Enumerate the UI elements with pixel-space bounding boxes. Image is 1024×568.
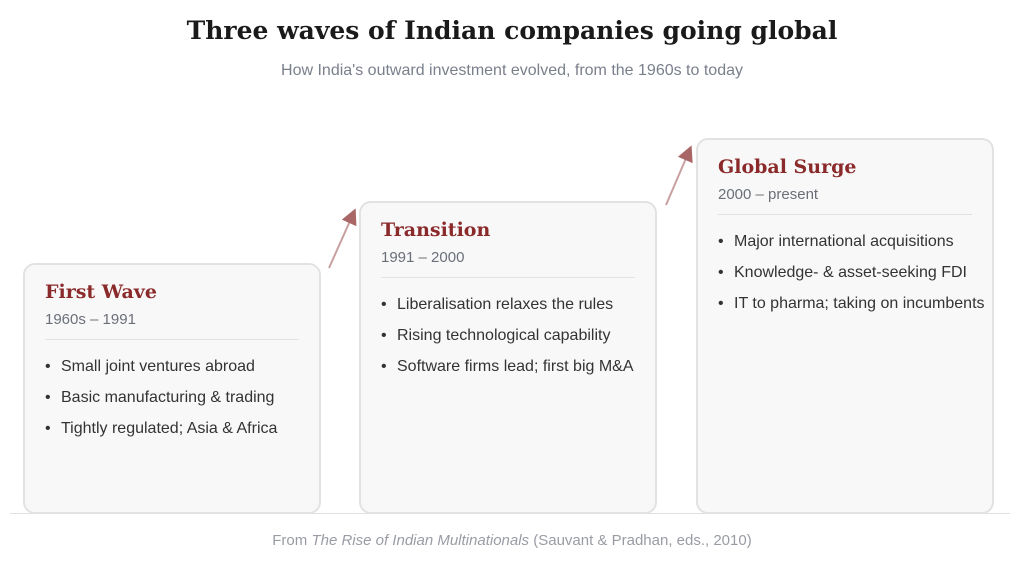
divider	[718, 214, 972, 215]
title: Three waves of Indian companies going gl…	[186, 16, 838, 45]
footer: From The Rise of Indian Multinationals (…	[0, 532, 1024, 549]
stage-point: Liberalisation relaxes the rules	[381, 289, 634, 320]
source-title: The Rise of Indian Multinationals	[311, 532, 530, 549]
arrow	[665, 145, 693, 206]
stage-card: Global Surge 2000 – present Major internat…	[696, 138, 994, 514]
stage-points: Major international acquisitionsKnowledg…	[718, 226, 985, 319]
stage-point: Knowledge- & asset-seeking FDI	[718, 257, 985, 288]
arrow	[328, 208, 357, 269]
stage-point: Rising technological capability	[381, 320, 634, 351]
stage-point: Software firms lead; first big M&A	[381, 351, 634, 382]
stage-point: Major international acquisitions	[718, 226, 985, 257]
divider	[381, 277, 635, 278]
footer-prefix: From	[272, 532, 312, 549]
stage-point: Tightly regulated; Asia & Africa	[45, 413, 277, 444]
footer-suffix: (Sauvant & Pradhan, eds., 2010)	[529, 532, 752, 549]
stage-point: IT to pharma; taking on incumbents	[718, 288, 985, 319]
stage-period: 1960s – 1991	[45, 311, 136, 328]
stage-title: Transition	[381, 219, 491, 241]
stage-card: Transition 1991 – 2000 Liberalisation rela…	[359, 201, 657, 514]
stage-card: First Wave 1960s – 1991 Small joint ventur…	[23, 263, 321, 514]
stage-points: Small joint ventures abroadBasic manufac…	[45, 351, 277, 444]
stage-period: 2000 – present	[718, 186, 819, 203]
stage-point: Small joint ventures abroad	[45, 351, 277, 382]
stage-title: First Wave	[45, 281, 157, 303]
stage-title: Global Surge	[718, 156, 857, 178]
stage-period: 1991 – 2000	[381, 249, 465, 266]
divider	[45, 339, 299, 340]
subtitle: How India's outward investment evolved, …	[281, 62, 743, 79]
stage-points: Liberalisation relaxes the rulesRising t…	[381, 289, 634, 382]
stage-point: Basic manufacturing & trading	[45, 382, 277, 413]
